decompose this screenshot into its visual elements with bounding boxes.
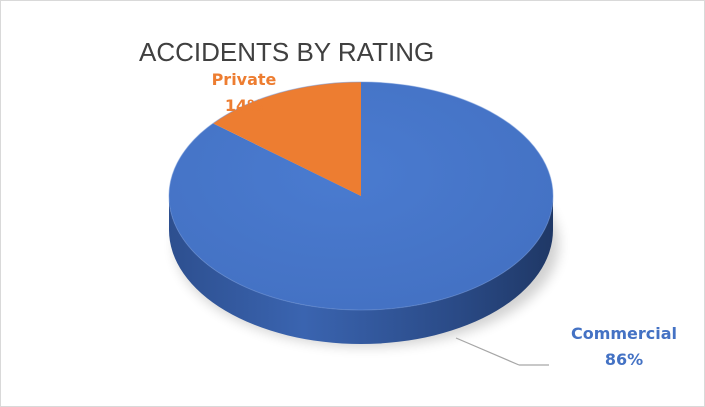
- commercial-leader-line: [455, 337, 520, 366]
- chart-title: ACCIDENTS BY RATING: [139, 37, 435, 67]
- data-label-commercial: Commercial 86%: [549, 321, 699, 373]
- data-label-commercial-category: Commercial: [570, 324, 678, 343]
- data-label-commercial-value: 86%: [604, 350, 644, 369]
- data-label-private-category: Private: [211, 70, 277, 89]
- data-label-private-value: 14%: [224, 96, 264, 115]
- slice-private: [213, 82, 361, 196]
- slice-side-commercial: [169, 196, 553, 344]
- data-label-private: Private 14%: [199, 67, 289, 119]
- pie-rim: [168, 81, 554, 311]
